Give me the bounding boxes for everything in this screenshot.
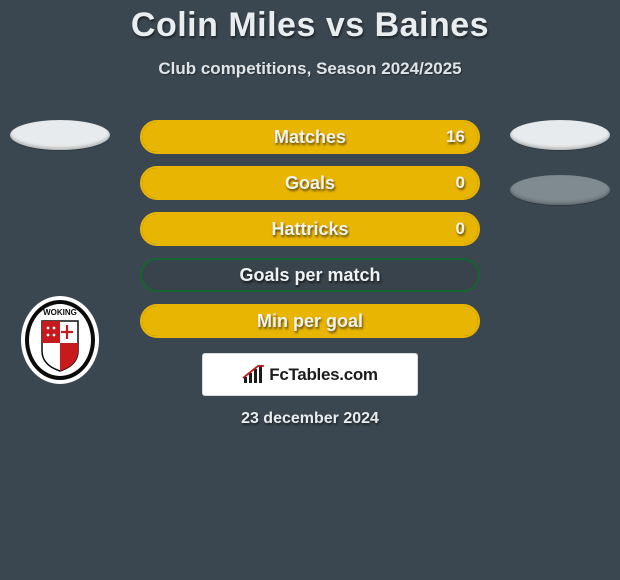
stat-fill-right xyxy=(142,214,478,244)
stat-track xyxy=(140,304,480,338)
comparison-content: WOKING Matches16Goals0Hattricks0Goals pe… xyxy=(0,120,620,350)
stat-track xyxy=(140,258,480,292)
generation-date: 23 december 2024 xyxy=(0,410,620,428)
stat-row: Matches16 xyxy=(0,120,620,156)
stat-row: Hattricks0 xyxy=(0,212,620,248)
stat-row: Goals per match xyxy=(0,258,620,294)
stat-track xyxy=(140,166,480,200)
page-subtitle: Club competitions, Season 2024/2025 xyxy=(0,59,620,79)
stat-row: Goals0 xyxy=(0,166,620,202)
page-title: Colin Miles vs Baines xyxy=(0,0,620,45)
logo-text: FcTables.com xyxy=(269,365,378,385)
stat-track xyxy=(140,212,480,246)
fctables-logo: FcTables.com xyxy=(202,353,418,396)
logo-inner: FcTables.com xyxy=(242,365,378,385)
stat-fill-right xyxy=(142,168,478,198)
stat-fill-right xyxy=(142,122,478,152)
stat-row: Min per goal xyxy=(0,304,620,340)
stat-rows: Matches16 Goals0 Hattricks0 Goals per match… xyxy=(0,120,620,340)
comparison-infographic: Colin Miles vs Baines Club competitions,… xyxy=(0,0,620,580)
bar-chart-icon xyxy=(242,365,266,385)
stat-fill-right xyxy=(142,306,478,336)
stat-track xyxy=(140,120,480,154)
